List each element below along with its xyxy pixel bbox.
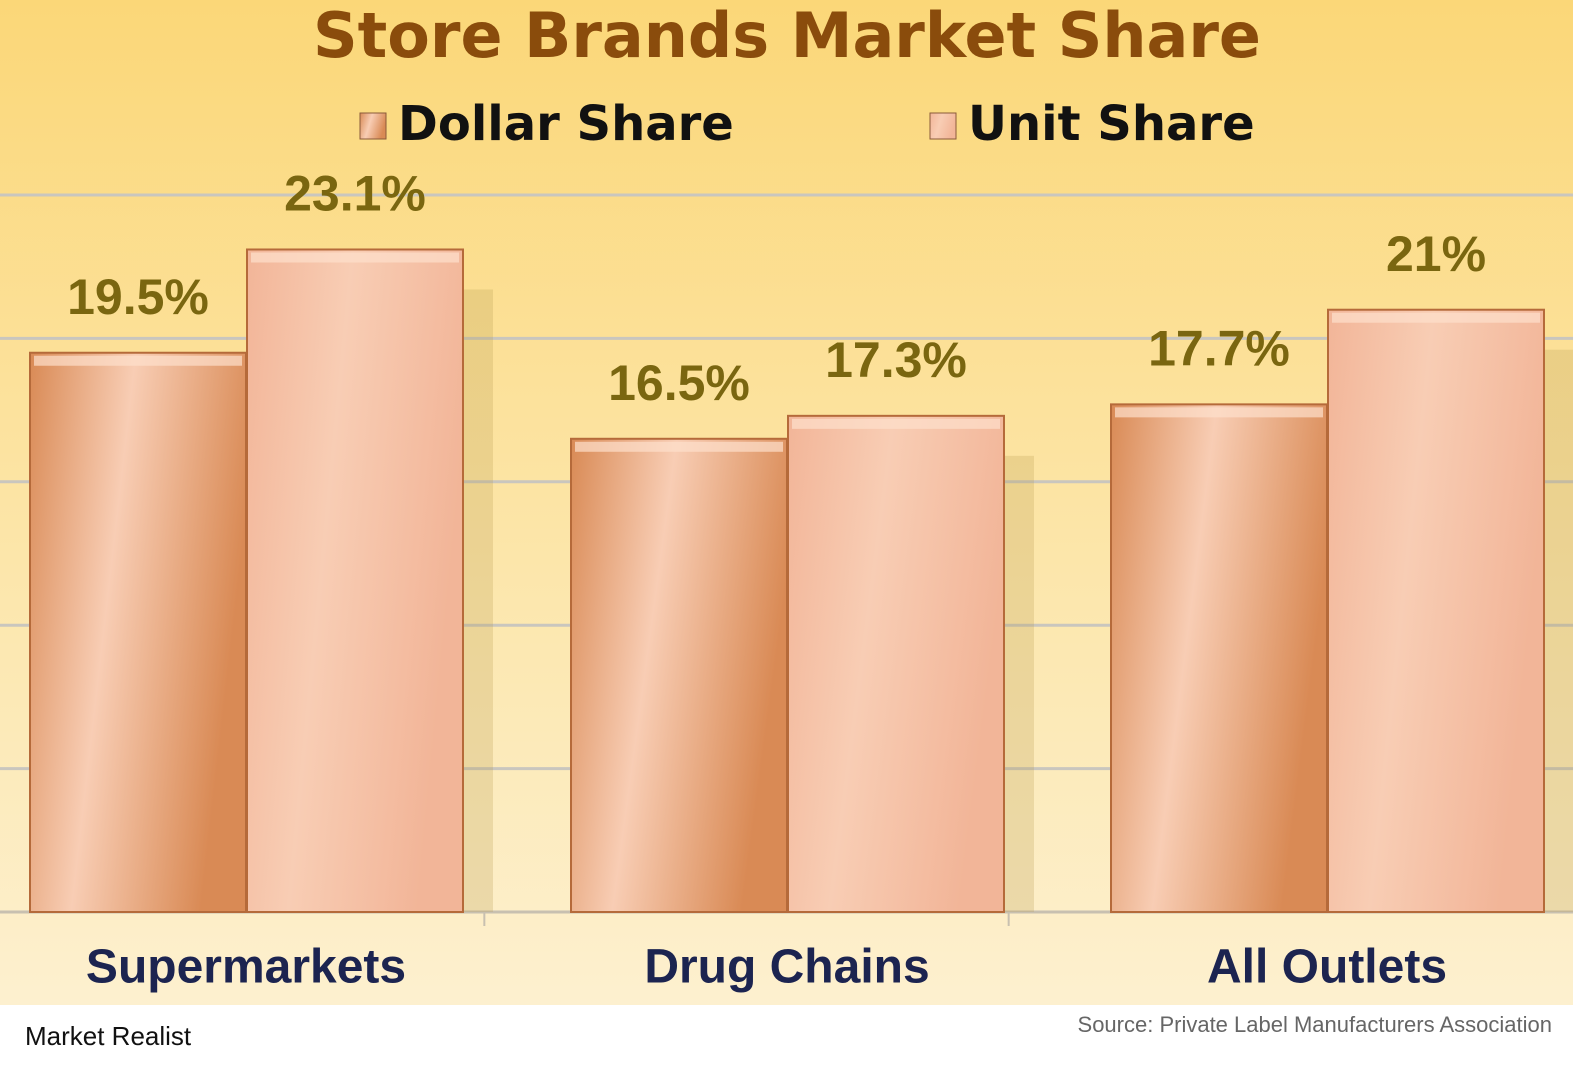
data-label: 16.5%	[608, 355, 750, 411]
data-label: 23.1%	[284, 166, 426, 222]
bar	[1110, 403, 1328, 913]
legend-swatch	[929, 112, 957, 140]
chart-title: Store Brands Market Share	[313, 0, 1261, 72]
legend-label: Unit Share	[968, 96, 1255, 152]
bar-top	[1332, 312, 1540, 323]
legend-label: Dollar Share	[398, 96, 734, 152]
source: Source: Private Label Manufacturers Asso…	[1078, 1012, 1552, 1037]
x-tick-label: Drug Chains	[644, 941, 929, 994]
legend-swatch	[359, 112, 387, 140]
bar-top	[575, 441, 783, 452]
bar-top	[251, 252, 459, 263]
x-tick-label: Supermarkets	[86, 941, 406, 994]
bar	[787, 414, 1005, 913]
bar	[570, 437, 788, 913]
bar	[1327, 308, 1545, 914]
bar	[246, 248, 464, 913]
data-label: 19.5%	[67, 269, 209, 325]
data-label: 17.3%	[825, 332, 967, 388]
data-label: 17.7%	[1148, 321, 1290, 377]
bar-top	[34, 355, 242, 366]
brand: Market Realist	[25, 1021, 192, 1051]
bar-top	[792, 418, 1000, 429]
x-tick-label: All Outlets	[1207, 941, 1447, 994]
data-label: 21%	[1386, 226, 1486, 282]
bar	[29, 351, 247, 913]
bar-top	[1115, 407, 1323, 418]
